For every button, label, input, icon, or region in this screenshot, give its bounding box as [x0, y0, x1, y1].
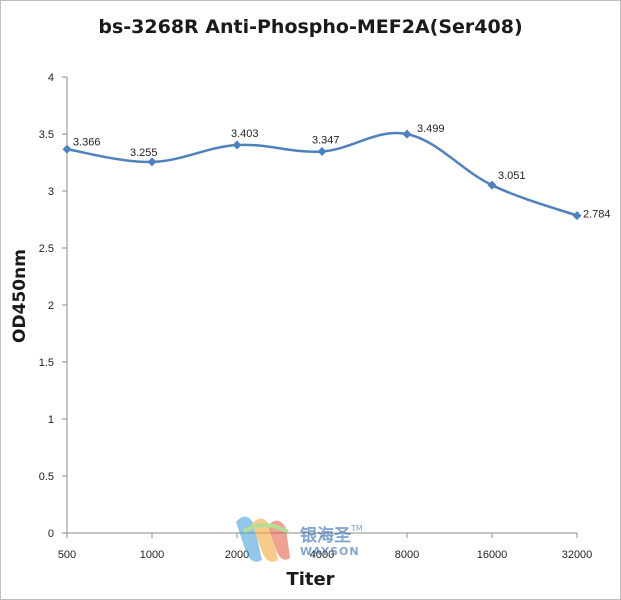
data-point-marker [62, 144, 72, 154]
x-axis-title: Titer [286, 569, 335, 590]
y-tick-label: 2 [48, 300, 54, 312]
x-tick-label: 8000 [395, 549, 419, 561]
data-point-marker [147, 157, 157, 167]
data-point-marker [317, 146, 327, 156]
data-label: 3.499 [417, 123, 445, 135]
data-label: 3.255 [130, 147, 158, 159]
x-tick-label: 500 [58, 549, 76, 561]
data-point-marker [487, 180, 497, 190]
watermark-tm: TM [350, 524, 363, 533]
x-tick-label: 32000 [562, 549, 593, 561]
y-tick-label: 0 [48, 528, 54, 540]
y-tick-label: 0.5 [39, 471, 54, 483]
watermark: 银海圣 TM WAYSON [236, 516, 363, 562]
chart-title: bs-3268R Anti-Phospho-MEF2A(Ser408) [98, 16, 523, 38]
x-tick-label: 4000 [310, 549, 334, 561]
data-point-marker [572, 211, 582, 221]
series-group: 3.366 3.255 3.403 3.347 3.499 3.051 2.784 [62, 123, 611, 221]
x-tick-label: 1000 [140, 549, 164, 561]
y-tick-label: 1.5 [39, 357, 54, 369]
wayson-logo-icon [236, 516, 290, 562]
data-label: 3.403 [231, 128, 259, 140]
x-tick-label: 16000 [477, 549, 508, 561]
y-tick-label: 3.5 [39, 129, 54, 141]
data-point-marker [402, 129, 412, 139]
data-label: 3.051 [498, 170, 526, 182]
data-label: 3.347 [312, 134, 340, 146]
x-tick-label: 2000 [225, 549, 249, 561]
data-label: 3.366 [73, 136, 101, 148]
data-label: 2.784 [583, 209, 611, 221]
watermark-cn: 银海圣 [300, 525, 352, 546]
axes: 0 0.5 1 1.5 2 2.5 3 3.5 4 500 1000 2000 4000 8000 1600… [39, 72, 593, 561]
watermark-en: WAYSON [300, 545, 360, 558]
y-tick-label: 4 [48, 72, 54, 84]
y-tick-label: 1 [48, 414, 54, 426]
y-tick-label: 3 [48, 186, 54, 198]
y-tick-label: 2.5 [39, 243, 54, 255]
data-point-marker [232, 140, 242, 150]
